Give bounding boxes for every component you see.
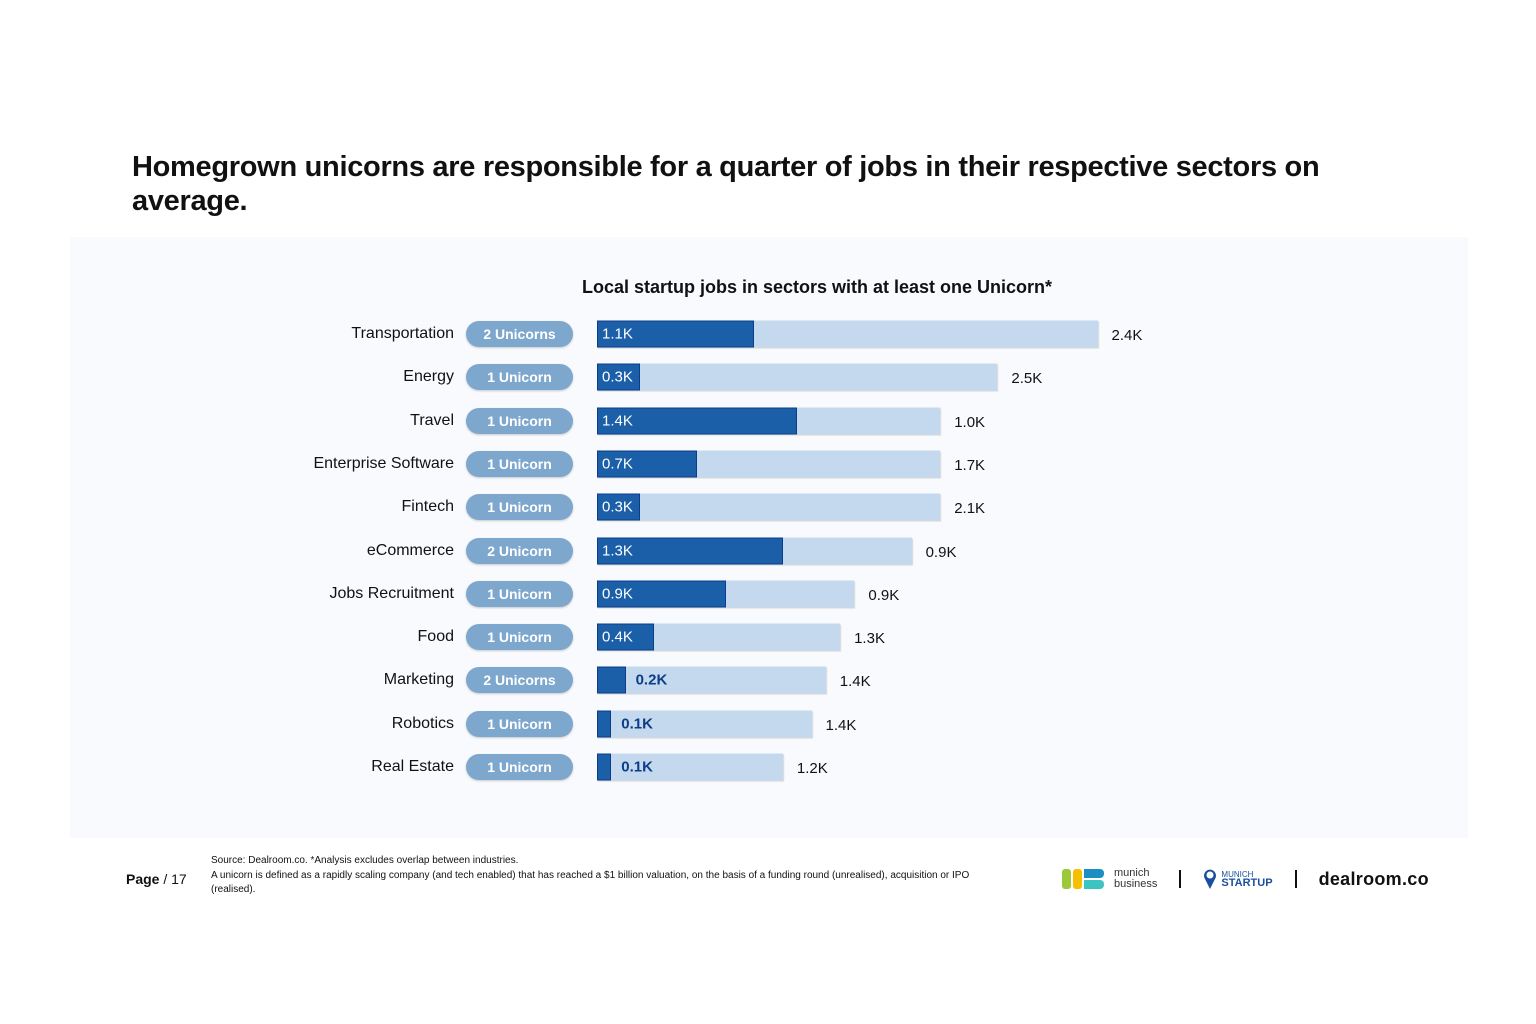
divider: [1179, 870, 1182, 888]
unicorn-definition: A unicorn is defined as a rapidly scalin…: [211, 869, 970, 896]
unicorn-count-badge: 2 Unicorns: [466, 667, 573, 694]
unicorn-jobs-label: 0.1K: [621, 758, 653, 776]
bar-other-jobs: [597, 493, 941, 521]
bar-unicorn-jobs: [597, 363, 640, 391]
category-label: Food: [417, 628, 454, 646]
other-jobs-label: 2.5K: [1011, 370, 1043, 388]
category-label: Fintech: [401, 498, 454, 516]
other-jobs-label: 2.4K: [1111, 327, 1143, 345]
page-label: Page: [126, 871, 160, 887]
bar-other-jobs: [597, 710, 812, 738]
unicorn-count-badge: 1 Unicorn: [466, 710, 573, 737]
source-note: Source: Dealroom.co. *Analysis excludes …: [211, 855, 519, 866]
other-jobs-label: 1.0K: [954, 413, 986, 431]
bar-unicorn-jobs: [597, 407, 798, 435]
unicorn-jobs-label: 0.3K: [602, 368, 633, 386]
bar-other-jobs: [597, 363, 998, 391]
munich-startup-logo: MUNICH STARTUP: [1203, 868, 1273, 890]
category-label: Transportation: [351, 325, 454, 342]
other-jobs-label: 2.1K: [954, 500, 986, 518]
bar-unicorn-jobs: [597, 580, 726, 608]
chart-title: Local startup jobs in sectors with at le…: [581, 277, 1053, 297]
bar-other-jobs: [597, 753, 783, 781]
unicorn-jobs-label: 0.7K: [602, 455, 633, 473]
bar-unicorn-jobs: [597, 493, 640, 521]
category-label: eCommerce: [366, 541, 454, 559]
unicorn-jobs-label: 1.4K: [602, 412, 633, 430]
category-label: Enterprise Software: [313, 454, 454, 472]
unicorn-count-badge: 1 Unicorn: [466, 407, 573, 434]
unicorn-count-badge: 2 Unicorns: [466, 321, 573, 347]
unicorn-count-badge: 1 Unicorn: [466, 754, 573, 780]
footnote: Source: Dealroom.co. *Analysis excludes …: [211, 854, 971, 898]
page-title: Homegrown unicorns are responsible for a…: [132, 151, 1320, 217]
bar-unicorn-jobs: [597, 450, 698, 478]
bar-unicorn-jobs: [597, 623, 655, 651]
category-label: Robotics: [391, 714, 454, 732]
unicorn-jobs-label: 0.1K: [621, 715, 653, 733]
unicorn-jobs-label: 1.1K: [602, 325, 633, 343]
category-label: Travel: [410, 411, 454, 429]
other-jobs-label: 0.9K: [868, 586, 900, 604]
bar-unicorn-jobs: [597, 537, 783, 564]
category-label: Real Estate: [371, 758, 454, 775]
unicorn-count-badge: 1 Unicorn: [466, 450, 573, 477]
other-jobs-label: 1.2K: [796, 760, 828, 778]
dealroom-logo: dealroom.co: [1318, 868, 1429, 889]
bar-other-jobs: [597, 666, 826, 694]
unicorn-count-badge: 1 Unicorn: [466, 580, 573, 607]
unicorn-count-badge: 1 Unicorn: [466, 364, 573, 391]
unicorn-count-badge: 1 Unicorn: [466, 494, 573, 521]
other-jobs-label: 1.7K: [954, 457, 986, 475]
unicorn-jobs-label: 0.3K: [602, 498, 633, 516]
page-indicator: Page / 17: [126, 871, 187, 887]
partner-logos: munich business MUNICH STARTUP dealroom.co: [1062, 864, 1429, 894]
other-jobs-label: 0.9K: [925, 543, 957, 561]
bar-unicorn-jobs: [597, 710, 612, 738]
bar-unicorn-jobs: [597, 666, 626, 694]
other-jobs-label: 1.3K: [854, 630, 885, 648]
divider: [1294, 870, 1297, 888]
page-number: / 17: [163, 871, 187, 887]
category-label: Marketing: [383, 671, 454, 689]
unicorn-jobs-label: 0.9K: [602, 585, 633, 603]
munich-business-logo: munich business: [1062, 868, 1157, 890]
unicorn-count-badge: 1 Unicorn: [466, 624, 573, 651]
unicorn-jobs-label: 1.3K: [602, 542, 633, 559]
unicorn-jobs-label: 0.4K: [602, 628, 633, 646]
bar-unicorn-jobs: [597, 753, 612, 781]
category-label: Jobs Recruitment: [329, 584, 455, 602]
category-label: Energy: [403, 368, 454, 386]
other-jobs-label: 1.4K: [825, 716, 857, 734]
unicorn-jobs-label: 0.2K: [635, 671, 668, 689]
other-jobs-label: 1.4K: [839, 673, 871, 691]
unicorn-count-badge: 2 Unicorn: [466, 537, 573, 564]
bar-unicorn-jobs: [597, 320, 755, 348]
